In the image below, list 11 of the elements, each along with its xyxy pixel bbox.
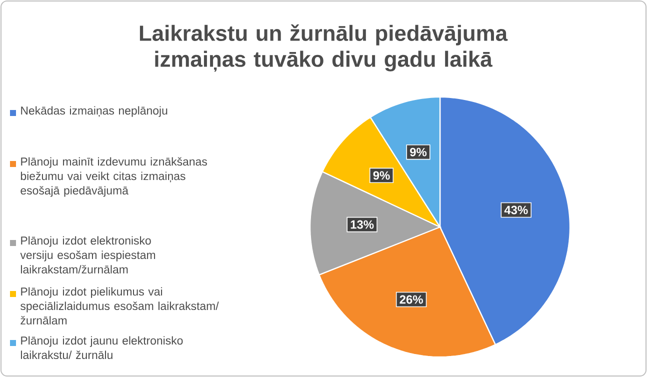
data-label: 26% [400, 295, 423, 304]
legend-label: Plānoju izdot elektronisko versiju esošam iespiestam laikrakstam/žurnālam [20, 236, 156, 274]
chart-title: Laikrakstu un žurnālu piedāvājuma izmaiņas tuvāko divu gadu laikā [140, 24, 508, 72]
legend-label: Plānoju izdot jaunu elektronisko laikrakstu/ žurnālu [20, 336, 183, 360]
legend-label: Plānoju izdot pielikumus vai speciālizlaidumus esošam laikrakstam/ žurnālam [20, 287, 219, 324]
data-label: 9% [373, 171, 390, 180]
data-label: 9% [410, 148, 427, 156]
data-label: 13% [350, 220, 374, 229]
legend-label: Nekādas izmaiņas neplānoju [21, 106, 168, 117]
legend-label: Plānoju mainīt izdevumu iznākšanas biežumu vai veikt citas izmaiņas esošajā piedāvājumā [20, 157, 207, 197]
data-label: 43% [504, 206, 528, 214]
